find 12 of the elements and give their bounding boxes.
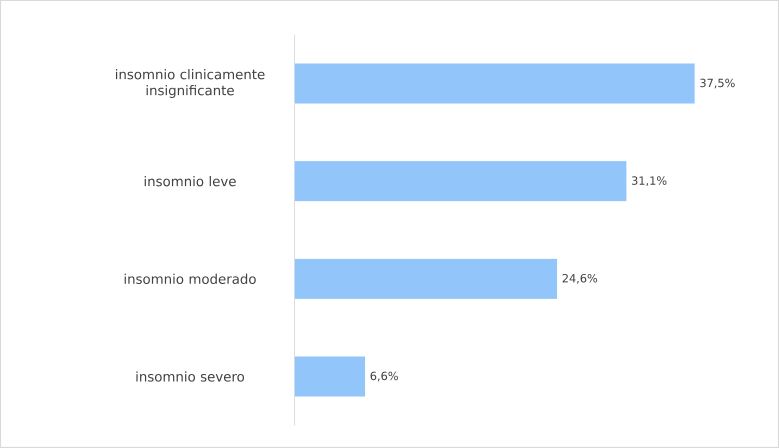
y-tick-label: insomnio leve <box>144 176 236 186</box>
data-label: 6,6% <box>370 372 398 382</box>
bar <box>294 161 626 202</box>
data-label: 37,5% <box>700 78 735 88</box>
y-tick-label: insomnio moderado <box>124 274 256 284</box>
bar <box>294 258 558 299</box>
y-tick-label: insomnio severo <box>136 371 244 382</box>
data-label: 31,1% <box>632 176 666 186</box>
bar <box>294 63 695 104</box>
data-label: 24,6% <box>562 274 598 284</box>
bar <box>294 356 366 396</box>
y-tick-label: insomnio clinicamente insignificante <box>116 69 265 98</box>
